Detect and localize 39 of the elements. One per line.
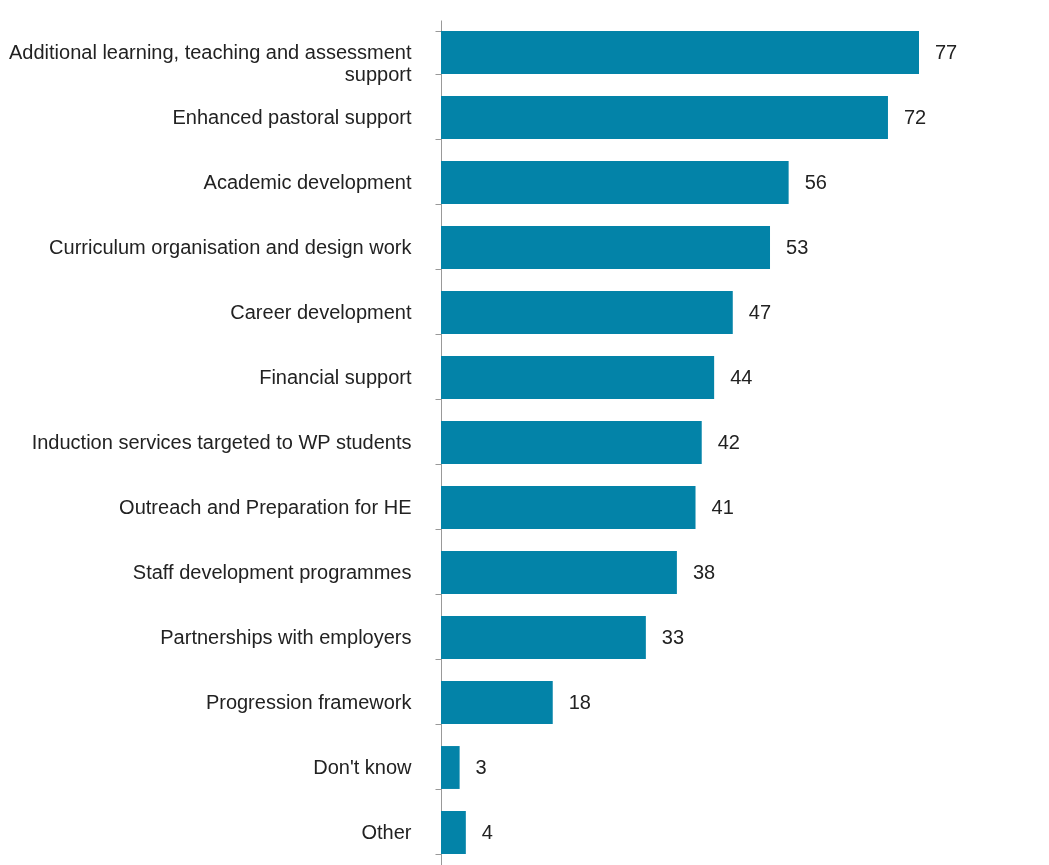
y-tick-label: Additional learning, teaching and assessment support [9, 41, 412, 85]
y-tick-label: Academic development [203, 171, 412, 193]
data-label: 33 [661, 625, 685, 648]
bar [441, 551, 677, 594]
y-tick-label: Staff development programmes [132, 561, 412, 583]
bar [441, 811, 466, 854]
data-label: 42 [717, 430, 740, 453]
bar [441, 356, 715, 399]
data-label: 56 [804, 170, 827, 193]
bar [441, 486, 696, 529]
data-label: 53 [786, 235, 809, 258]
y-tick-label: Curriculum organisation and design work [49, 236, 413, 258]
data-label: 47 [748, 300, 772, 323]
y-tick-label: Induction services targeted to WP students [31, 431, 412, 453]
bar [441, 96, 888, 139]
bar [441, 161, 789, 204]
bar [441, 31, 919, 74]
data-label: 4 [481, 820, 493, 843]
data-label: 41 [711, 495, 734, 518]
data-label: 77 [935, 40, 958, 63]
data-label: 18 [568, 690, 591, 713]
y-tick-label: Partnerships with employers [160, 626, 412, 648]
y-tick-label: Enhanced pastoral support [172, 106, 412, 128]
data-label: 72 [903, 105, 927, 128]
bar [441, 421, 702, 464]
data-label: 38 [692, 560, 716, 583]
bar [441, 616, 646, 659]
data-label: 3 [475, 755, 487, 778]
bar [441, 226, 771, 269]
bar [441, 746, 460, 789]
y-tick-label: Progression framework [205, 691, 413, 713]
y-tick-label: Don't know [313, 756, 413, 778]
y-tick-label: Outreach and Preparation for HE [119, 496, 412, 518]
data-label: 44 [730, 365, 753, 388]
y-tick-label: Other [361, 821, 412, 843]
y-tick-label: Financial support [259, 366, 412, 388]
y-tick-label: Career development [230, 301, 412, 323]
bar [441, 291, 733, 334]
bar [441, 681, 553, 724]
